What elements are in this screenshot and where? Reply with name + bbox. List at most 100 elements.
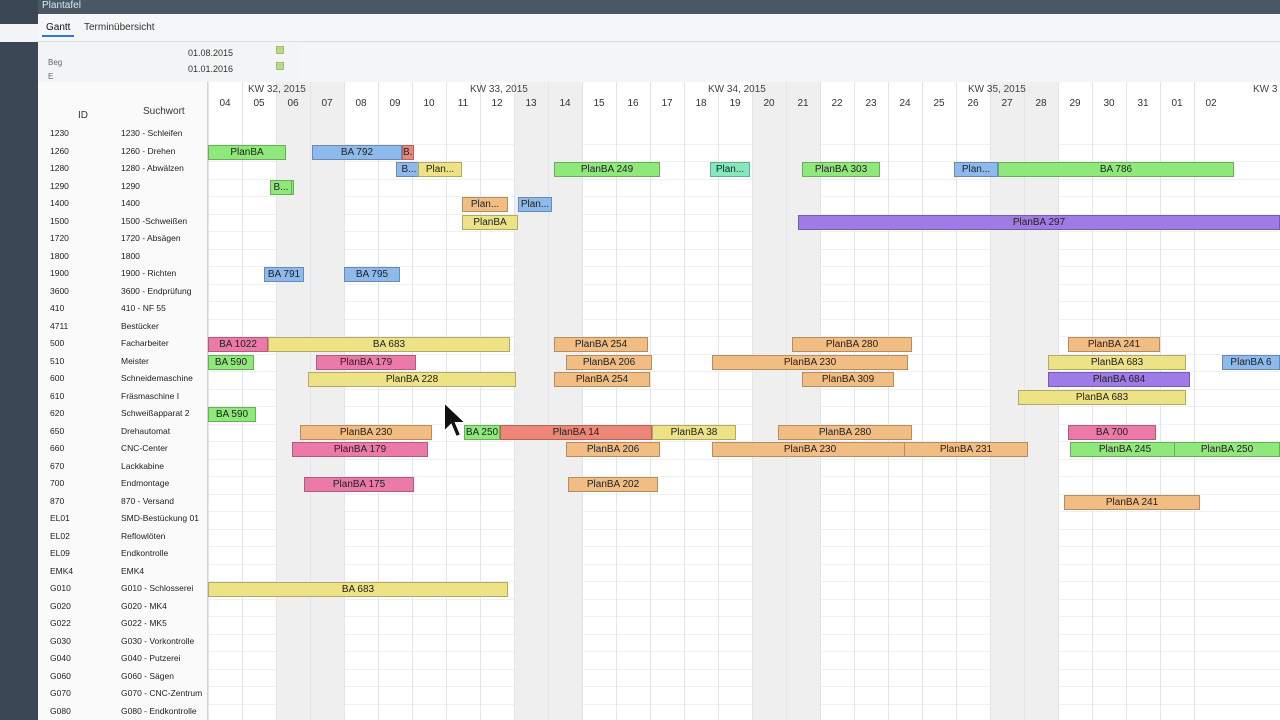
row-name[interactable]: 1400 xyxy=(121,198,140,208)
row-name[interactable]: G020 - MK4 xyxy=(121,600,167,611)
date-to-checkbox[interactable] xyxy=(276,62,284,70)
gantt-bar[interactable]: PlanBA 249 xyxy=(554,162,660,177)
gantt-bar[interactable]: Plan... xyxy=(710,162,750,177)
gantt-bar[interactable]: PlanBA 303 xyxy=(802,162,880,177)
gantt-bar[interactable]: BA 792 xyxy=(312,144,402,160)
row-name[interactable]: G070 - CNC-Zentrum xyxy=(121,688,203,698)
row-name[interactable]: Meister xyxy=(121,355,149,366)
nav-item-selected[interactable] xyxy=(0,24,38,42)
row-name[interactable]: Schweißapparat 2 xyxy=(121,408,190,418)
gantt-bar[interactable]: PlanBA 14 xyxy=(500,424,652,440)
gantt-bar[interactable]: Plan... xyxy=(418,162,462,177)
row-name[interactable]: Reflowlöten xyxy=(121,530,166,541)
gantt-bar[interactable]: PlanBA 206 xyxy=(566,354,652,370)
row-id[interactable]: 1900 xyxy=(50,268,69,278)
row-name[interactable]: 1290 xyxy=(121,180,140,191)
row-name[interactable]: Bestücker xyxy=(121,320,159,331)
gantt-bar[interactable]: Plan... xyxy=(518,197,552,212)
row-name[interactable]: 1800 xyxy=(121,250,140,261)
gantt-bar[interactable]: PlanBA 684 xyxy=(1048,372,1190,387)
row-id[interactable]: 410 xyxy=(50,303,65,313)
row-id[interactable]: 610 xyxy=(50,390,65,401)
row-id[interactable]: 510 xyxy=(50,355,65,366)
tab-gantt[interactable]: Gantt xyxy=(42,20,75,37)
gantt-bar[interactable]: PlanBA 202 xyxy=(568,477,658,492)
row-name[interactable]: SMD-Bestückung 01 xyxy=(121,513,199,523)
row-name[interactable]: G080 - Endkontrolle xyxy=(121,705,197,716)
gantt-bar[interactable]: BA 791 xyxy=(264,267,304,282)
row-name[interactable]: G010 - Schlosserei xyxy=(121,583,194,593)
row-id[interactable]: G010 xyxy=(50,583,71,593)
gantt-bar[interactable]: PlanBA 38 xyxy=(652,424,736,440)
row-id[interactable]: G022 xyxy=(50,618,71,628)
gantt-bar[interactable]: PlanBA 241 xyxy=(1064,494,1200,510)
row-id[interactable]: 1230 xyxy=(50,128,69,138)
gantt-bar[interactable]: BA 683 xyxy=(208,582,508,597)
row-id[interactable]: G080 xyxy=(50,705,71,716)
row-name[interactable]: 410 - NF 55 xyxy=(121,303,166,313)
gantt-bar[interactable]: PlanBA 309 xyxy=(802,372,894,387)
row-id[interactable]: G040 xyxy=(50,653,71,663)
gantt-bar[interactable]: PlanBA 280 xyxy=(792,337,912,352)
row-id[interactable]: 1260 xyxy=(50,145,69,156)
row-name[interactable]: EMK4 xyxy=(121,565,145,576)
gantt-bar[interactable]: Plan... xyxy=(462,197,508,212)
gantt-bar[interactable]: BA 250 xyxy=(464,424,500,440)
row-name[interactable]: 1900 - Richten xyxy=(121,268,177,278)
gantt-bar[interactable]: PlanBA 683 xyxy=(1048,354,1186,370)
row-name[interactable]: Endkontrolle xyxy=(121,548,169,558)
row-id[interactable]: 3600 xyxy=(50,285,69,296)
row-id[interactable]: EL02 xyxy=(50,530,70,541)
row-id[interactable]: 1290 xyxy=(50,180,69,191)
row-id[interactable]: 1280 xyxy=(50,163,69,173)
gantt-bar[interactable]: B... xyxy=(402,144,414,160)
row-id[interactable]: G030 xyxy=(50,635,71,646)
row-name[interactable]: G030 - Vorkontrolle xyxy=(121,635,195,646)
row-id[interactable]: 4711 xyxy=(50,320,69,331)
row-id[interactable]: 500 xyxy=(50,338,65,348)
gantt-bar[interactable]: PlanBA xyxy=(462,214,518,230)
row-name[interactable]: G022 - MK5 xyxy=(121,618,167,628)
gantt-bar[interactable]: BA 786 xyxy=(998,162,1234,177)
row-id[interactable]: G020 xyxy=(50,600,71,611)
gantt-bar[interactable]: BA 1022 xyxy=(208,337,268,352)
row-name[interactable]: Schneidemaschine xyxy=(121,373,193,383)
row-id[interactable]: 1500 xyxy=(50,215,69,226)
row-name[interactable]: 3600 - Endprüfung xyxy=(121,285,192,296)
gantt-bar[interactable]: BA 795 xyxy=(344,267,400,282)
gantt-bar[interactable]: PlanBA 245 xyxy=(1070,442,1180,457)
row-name[interactable]: Endmontage xyxy=(121,478,170,488)
gantt-bar[interactable]: PlanBA 254 xyxy=(554,337,648,352)
row-name[interactable]: CNC-Center xyxy=(121,443,168,453)
row-name[interactable]: 1500 -Schweißen xyxy=(121,215,188,226)
row-name[interactable]: 1260 - Drehen xyxy=(121,145,176,156)
row-id[interactable]: EL09 xyxy=(50,548,70,558)
date-from-field[interactable]: 01.08.2015 xyxy=(188,48,234,58)
gantt-bar[interactable]: BA 590 xyxy=(208,354,254,370)
gantt-bar[interactable]: PlanBA 280 xyxy=(778,424,912,440)
gantt-bar[interactable]: PlanBA 297 xyxy=(798,214,1280,230)
tab-terminuebersicht[interactable]: Terminübersicht xyxy=(84,22,155,33)
row-id[interactable]: EMK4 xyxy=(50,565,74,576)
gantt-bar[interactable]: PlanBA 683 xyxy=(1018,389,1186,405)
date-to-field[interactable]: 01.01.2016 xyxy=(188,64,234,74)
gantt-bar[interactable]: PlanBA 6 xyxy=(1222,354,1280,370)
gantt-bar[interactable]: Plan... xyxy=(954,162,998,177)
row-id[interactable]: 650 xyxy=(50,425,65,436)
row-id[interactable]: 620 xyxy=(50,408,65,418)
row-id[interactable]: 870 xyxy=(50,495,65,506)
gantt-bar[interactable]: PlanBA 228 xyxy=(308,372,516,387)
gantt-bar[interactable]: PlanBA 231 xyxy=(904,442,1028,457)
row-id[interactable]: 600 xyxy=(50,373,65,383)
row-name[interactable]: 1720 - Absägen xyxy=(121,233,181,243)
row-name[interactable]: Fräsmaschine I xyxy=(121,390,180,401)
row-id[interactable]: EL01 xyxy=(50,513,70,523)
row-id[interactable]: 1800 xyxy=(50,250,69,261)
row-name[interactable]: Facharbeiter xyxy=(121,338,169,348)
gantt-bar[interactable]: PlanBA 250 xyxy=(1174,442,1280,457)
row-name[interactable]: 1280 - Abwälzen xyxy=(121,163,184,173)
gantt-bar[interactable]: BA 700 xyxy=(1068,424,1156,440)
gantt-bar[interactable]: PlanBA 179 xyxy=(292,442,428,457)
column-header-suchwort[interactable]: Suchwort xyxy=(143,106,185,117)
row-id[interactable]: 700 xyxy=(50,478,65,488)
